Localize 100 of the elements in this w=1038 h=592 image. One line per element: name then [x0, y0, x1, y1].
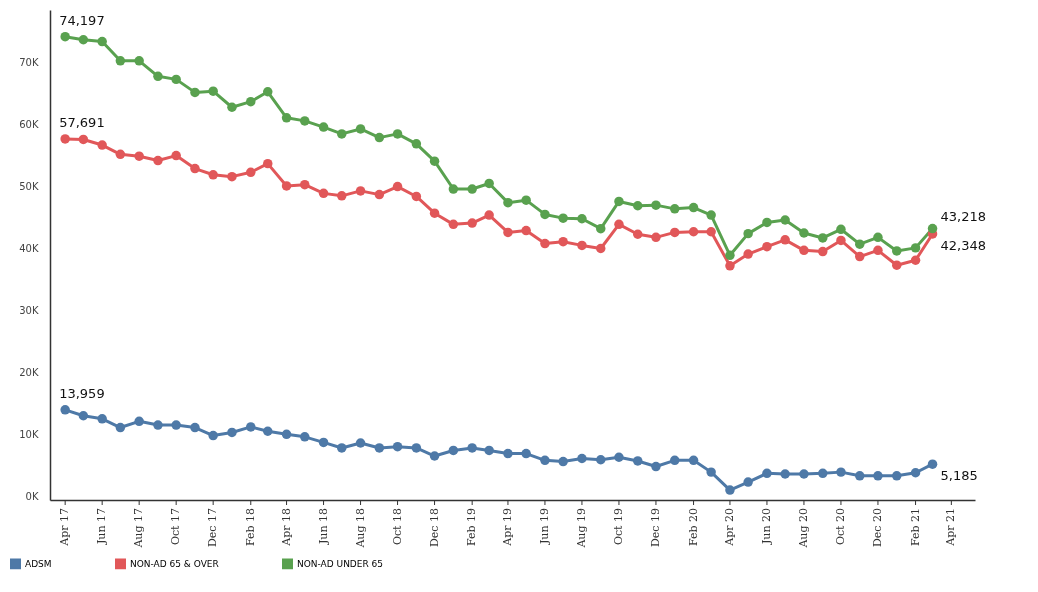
x-tick-label: Apr 17	[58, 508, 72, 547]
x-tick-label: Aug 19	[574, 508, 588, 549]
point	[227, 102, 237, 112]
x-tick-label: Feb 18	[243, 508, 257, 547]
point	[411, 443, 422, 453]
x-tick-label: Aug 20	[796, 508, 810, 549]
point	[190, 87, 200, 98]
point	[429, 208, 440, 218]
x-tick-label: Apr 19	[500, 508, 514, 547]
point	[706, 210, 716, 220]
point	[836, 467, 846, 477]
annotation: 74,197	[59, 12, 105, 28]
point	[134, 151, 144, 161]
point	[614, 196, 624, 207]
point	[540, 209, 550, 220]
point	[780, 235, 790, 245]
point	[873, 232, 883, 243]
point	[614, 219, 624, 230]
y-tick-label: 60K	[19, 119, 39, 131]
point	[725, 261, 735, 271]
point	[429, 451, 440, 461]
point	[633, 229, 643, 239]
x-tick-label: Oct 19	[611, 508, 625, 546]
x-tick-label: Oct 20	[833, 508, 847, 546]
y-tick-label: 40K	[19, 243, 39, 254]
point	[411, 139, 422, 149]
point	[670, 455, 680, 466]
y-tick-label: 30K	[19, 304, 39, 316]
point	[577, 240, 587, 251]
point	[115, 56, 126, 66]
x-tick-label: Dec 18	[427, 508, 441, 547]
point	[190, 422, 200, 433]
x-tick-label: Feb 19	[465, 508, 479, 547]
point	[725, 250, 735, 261]
point	[633, 456, 643, 466]
point	[706, 227, 716, 237]
x-tick-label: Feb 20	[686, 508, 700, 547]
point	[910, 243, 921, 253]
point	[411, 191, 422, 202]
x-tick-label: Apr 21	[944, 508, 958, 547]
x-tick-label: Jun 18	[316, 508, 330, 546]
annotation: 13,959	[59, 385, 105, 401]
point	[246, 96, 256, 107]
point	[153, 420, 163, 430]
x-tick-label: Aug 17	[132, 508, 146, 549]
point	[855, 471, 865, 481]
point	[651, 232, 661, 243]
point	[392, 129, 403, 139]
point	[246, 167, 256, 178]
point	[855, 239, 865, 249]
point	[558, 236, 568, 247]
point	[190, 163, 200, 174]
point	[855, 251, 865, 262]
point	[818, 468, 828, 479]
point	[300, 179, 310, 190]
x-tick-label: Apr 20	[722, 508, 736, 547]
x-tick-label: Feb 21	[908, 508, 922, 547]
point	[503, 227, 513, 238]
point	[374, 443, 385, 453]
point	[688, 202, 699, 213]
x-tick-label: Jun 17	[95, 508, 109, 546]
y-tick-label: 10K	[19, 428, 39, 440]
point	[281, 181, 292, 191]
point	[60, 134, 70, 144]
point	[688, 227, 699, 237]
point	[374, 132, 385, 143]
point	[873, 471, 883, 481]
point	[892, 246, 902, 256]
point	[318, 122, 329, 132]
point	[651, 200, 661, 210]
point	[873, 245, 883, 256]
point	[558, 456, 568, 467]
point	[97, 414, 107, 424]
point	[78, 134, 89, 145]
point	[484, 445, 494, 456]
y-tick-label: 70K	[19, 57, 39, 69]
point	[540, 238, 550, 249]
point	[503, 448, 513, 459]
point	[503, 197, 513, 208]
y-tick-label: 0K	[25, 490, 39, 502]
point	[540, 455, 550, 466]
x-tick-label: Oct 18	[390, 508, 404, 546]
point	[927, 459, 938, 469]
point	[910, 468, 921, 478]
point	[97, 140, 107, 150]
x-tick-label: Dec 19	[648, 508, 662, 547]
point	[799, 469, 809, 479]
x-tick-label: Jun 20	[759, 508, 773, 546]
point	[743, 228, 753, 239]
point	[688, 455, 699, 466]
point	[762, 241, 772, 252]
x-tick-label: Oct 17	[169, 508, 183, 546]
x-tick-label: Dec 20	[870, 508, 884, 547]
point	[78, 35, 89, 45]
point	[780, 469, 790, 479]
point	[337, 191, 347, 201]
point	[743, 477, 753, 487]
point	[263, 426, 273, 436]
point	[706, 467, 716, 477]
point	[577, 453, 587, 464]
